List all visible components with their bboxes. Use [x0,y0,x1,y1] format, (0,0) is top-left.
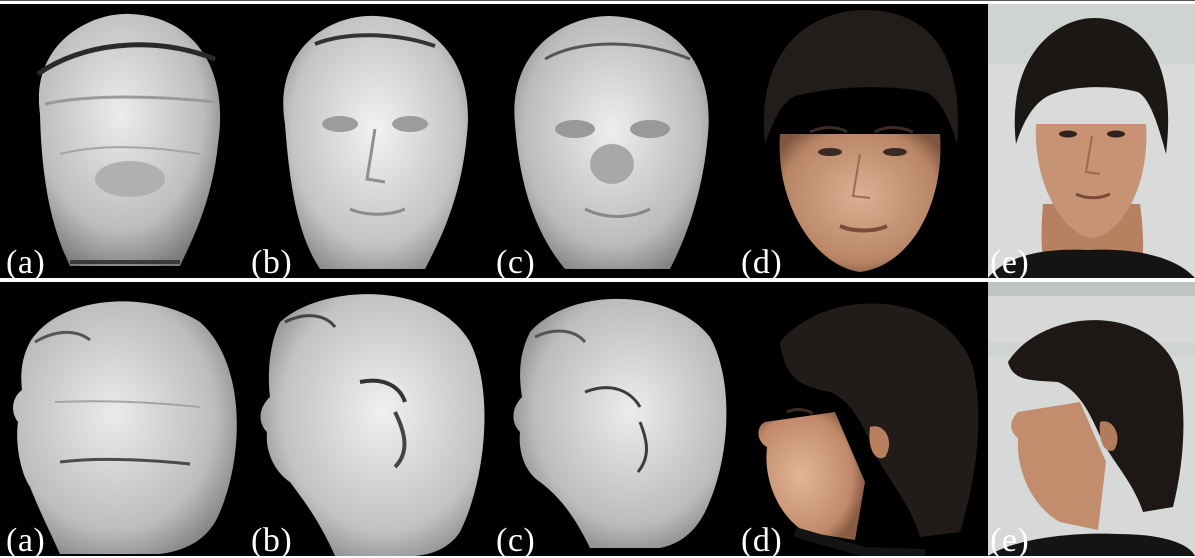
textured-head-profile [758,303,979,556]
mesh-head-profile-a [13,301,237,554]
panel-label: (a) [6,522,46,557]
mesh-head-frontal-a [36,13,221,266]
panel-c-profile: (c) [490,282,735,556]
mesh-head-profile-b [260,294,485,556]
panel-d-profile: (d) [735,282,985,556]
frontal-row: (a) (b) [0,4,1195,278]
panel-label: (b) [251,522,293,557]
panel-a-frontal: (a) [0,4,245,278]
panel-label: (e) [990,244,1030,279]
photo-profile [988,282,1195,556]
panel-b-profile: (b) [245,282,490,556]
mesh-head-profile-c [513,298,727,548]
panel-d-frontal: (d) [735,4,985,278]
panel-b-frontal: (b) [245,4,490,278]
mesh-head-frontal-b [283,15,469,269]
panel-c-frontal: (c) [490,4,735,278]
mesh-head-frontal-c [514,16,709,269]
panel-label: (d) [741,522,783,557]
panel-label: (c) [496,244,536,279]
photo-frontal [988,4,1195,278]
panel-a-profile: (a) [0,282,245,556]
panel-e-frontal: (e) [988,4,1195,278]
textured-head-frontal [763,10,959,272]
profile-row: (a) (b) [0,282,1195,556]
panel-label: (b) [251,244,293,279]
panel-label: (e) [990,522,1030,557]
panel-label: (c) [496,522,536,557]
panel-label: (a) [6,244,46,279]
panel-label: (d) [741,244,783,279]
top-border [0,0,1195,4]
row-divider [0,278,1195,282]
panel-e-profile: (e) [988,282,1195,556]
